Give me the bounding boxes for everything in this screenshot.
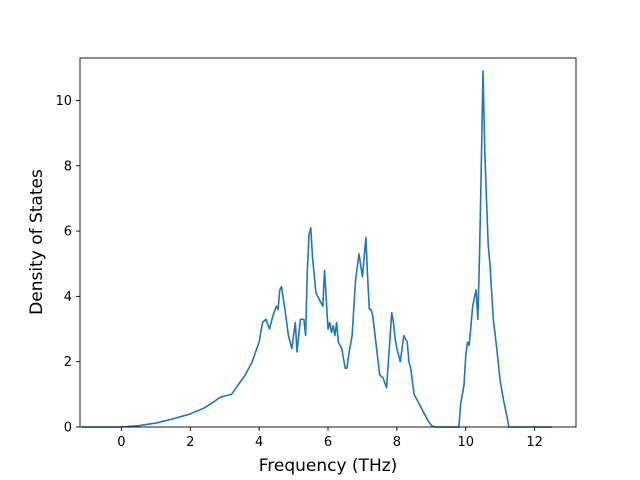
dos-series-line [81, 70, 552, 428]
y-tick-label: 10 [55, 94, 72, 109]
x-tick-label: 2 [186, 435, 194, 450]
x-tick-label: 8 [393, 435, 401, 450]
y-tick-label: 0 [64, 421, 72, 436]
x-tick-label: 6 [324, 435, 332, 450]
y-axis-label: Density of States [27, 169, 47, 315]
plot-frame [79, 57, 577, 428]
y-tick-label: 8 [64, 159, 72, 174]
x-axis-label: Frequency (THz) [259, 456, 398, 476]
x-axis-ticks: 0 2 4 6 8 10 12 [117, 427, 543, 450]
x-tick-label: 0 [117, 435, 125, 450]
y-axis-ticks: 0 2 4 6 8 10 [55, 94, 80, 436]
y-tick-label: 4 [64, 290, 72, 305]
x-tick-label: 4 [255, 435, 263, 450]
x-tick-label: 10 [458, 435, 475, 450]
y-tick-label: 6 [64, 225, 72, 240]
y-tick-label: 2 [64, 355, 72, 370]
x-tick-label: 12 [526, 435, 543, 450]
plot-area [80, 58, 576, 427]
